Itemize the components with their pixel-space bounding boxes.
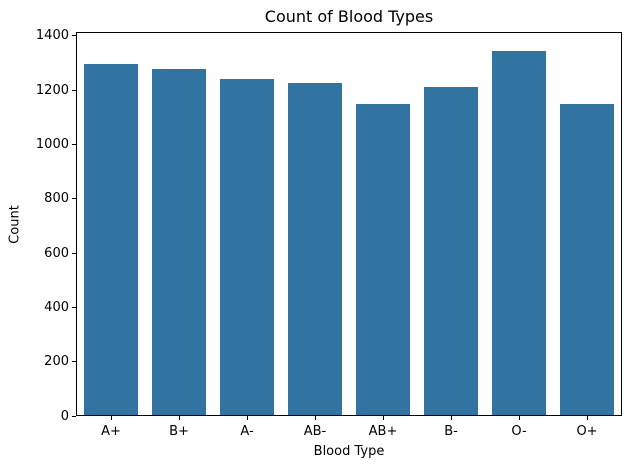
x-axis-label: Blood Type: [313, 444, 385, 459]
y-tick-mark-200: [72, 361, 76, 363]
y-tick-mark-1400: [72, 35, 76, 37]
y-tick-label-400: 400: [44, 299, 69, 315]
x-tick-label-B-: B-: [444, 424, 458, 439]
y-tick-label-200: 200: [44, 354, 69, 370]
bar-B+: [151, 69, 207, 415]
x-tick-label-A+: A+: [101, 424, 121, 439]
y-tick-mark-1000: [72, 143, 76, 145]
x-tick-label-AB+: AB+: [368, 424, 398, 439]
x-tick-mark-B+: [178, 416, 180, 420]
x-tick-label-O+: O+: [576, 424, 598, 439]
y-tick-label-1200: 1200: [35, 82, 69, 98]
bar-AB+: [355, 104, 411, 415]
y-tick-label-1000: 1000: [35, 136, 69, 152]
x-tick-mark-B-: [450, 416, 452, 420]
x-tick-mark-A+: [110, 416, 112, 420]
y-tick-mark-1200: [72, 89, 76, 91]
y-tick-mark-600: [72, 252, 76, 254]
x-tick-label-A-: A-: [240, 424, 254, 439]
y-tick-mark-800: [72, 198, 76, 200]
y-axis-label: Count: [7, 205, 23, 244]
y-tick-label-1400: 1400: [35, 28, 69, 44]
x-tick-mark-O-: [518, 416, 520, 420]
y-tick-label-800: 800: [44, 191, 69, 207]
bar-B-: [423, 87, 479, 415]
y-tick-mark-400: [72, 306, 76, 308]
x-tick-mark-O+: [586, 416, 588, 420]
x-tick-label-B+: B+: [169, 424, 189, 439]
y-tick-label-0: 0: [60, 408, 69, 424]
x-tick-label-O-: O-: [511, 424, 527, 439]
x-tick-mark-A-: [246, 416, 248, 420]
y-tick-label-600: 600: [44, 245, 69, 261]
x-tick-label-AB-: AB-: [303, 424, 327, 439]
bar-A+: [83, 63, 139, 415]
y-tick-mark-0: [72, 415, 76, 417]
bar-O+: [559, 104, 615, 415]
bar-O-: [491, 51, 547, 415]
chart-title: Count of Blood Types: [264, 7, 434, 26]
x-tick-mark-AB+: [382, 416, 384, 420]
x-tick-mark-AB-: [314, 416, 316, 420]
bar-A-: [219, 79, 275, 415]
plot-area: [76, 32, 622, 416]
bar-AB-: [287, 82, 343, 415]
